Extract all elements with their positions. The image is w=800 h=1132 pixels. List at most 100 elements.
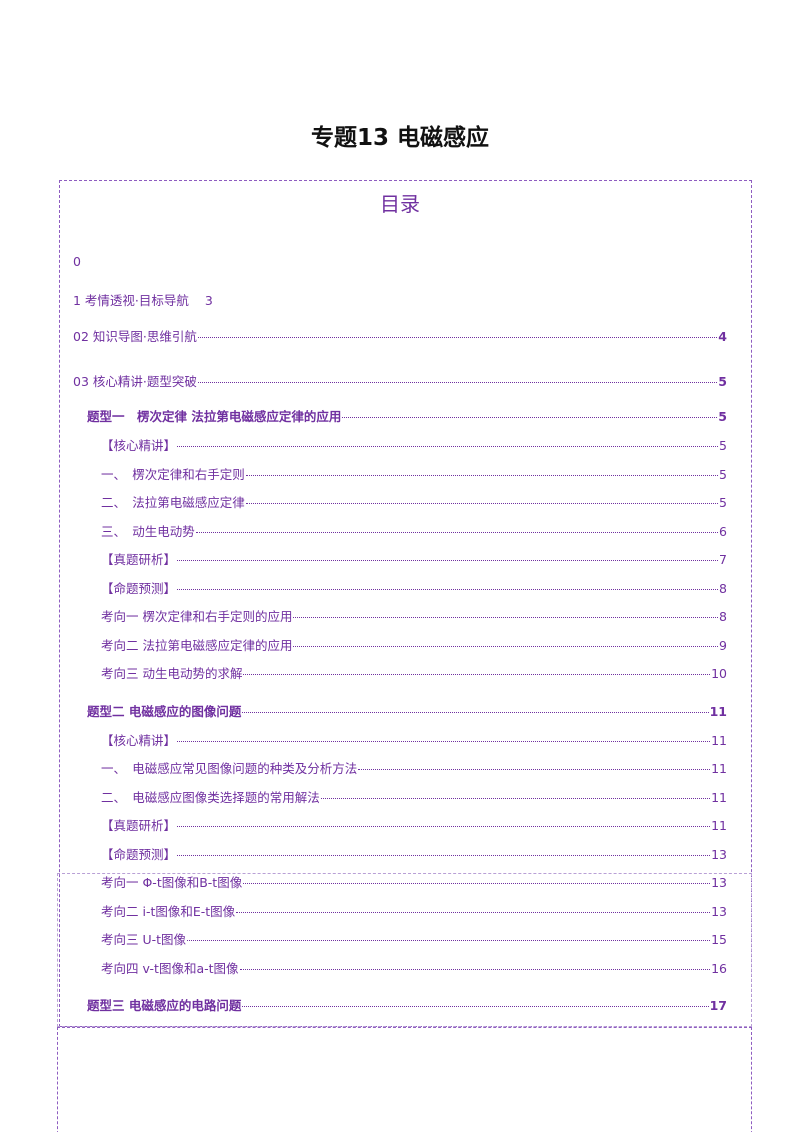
leader <box>245 503 719 504</box>
leader <box>242 1006 709 1007</box>
leader <box>177 446 719 447</box>
toc-entry: 考向一 Φ-t图像和B-t图像 13 <box>101 872 727 890</box>
toc-frame-inner <box>57 873 752 1027</box>
leader <box>320 797 711 799</box>
leader <box>177 560 719 561</box>
page-number: 4 <box>718 329 727 344</box>
entry-text: 考向四 v-t图像和a-t图像 <box>101 960 239 976</box>
page-number: 13 <box>711 875 727 890</box>
page-number: 8 <box>719 609 727 624</box>
page-number: 5 <box>719 438 727 453</box>
page-number: 5 <box>718 374 727 389</box>
toc-entry: 考向三 U-t图像 15 <box>101 929 727 947</box>
entry-text: 二、 法拉第电磁感应定律 <box>101 495 245 510</box>
page-number: 13 <box>711 903 727 919</box>
page-number: 5 <box>719 495 727 510</box>
page-number: 6 <box>719 523 727 539</box>
toc-entry: 题型三 电磁感应的电路问题 17 <box>87 995 727 1013</box>
entry-text: 考向一 楞次定律和右手定则的应用 <box>101 609 293 624</box>
entry-text: 03 核心精讲·题型突破 <box>73 374 197 389</box>
toc-entry: 【命题预测】 8 <box>101 578 727 596</box>
toc-entry: 考向二 法拉第电磁感应定律的应用 9 <box>101 635 727 653</box>
leader <box>197 337 718 338</box>
entry-text: 【核心精讲】 <box>101 732 177 748</box>
toc-entry: 一、 电磁感应常见图像问题的种类及分析方法 11 <box>101 758 727 776</box>
entry-text: 考向三 动生电动势的求解 <box>101 666 243 681</box>
entry-text: 考向一 Φ-t图像和B-t图像 <box>101 875 243 890</box>
next-frame <box>57 1027 752 1132</box>
leader <box>293 645 719 647</box>
toc-entry: 考向一 楞次定律和右手定则的应用 8 <box>101 606 727 624</box>
entry-text: 考向二 法拉第电磁感应定律的应用 <box>101 637 293 653</box>
leader <box>239 968 711 970</box>
page-number: 11 <box>709 703 727 719</box>
page-number: 11 <box>711 818 727 833</box>
entry-text: 考向三 U-t图像 <box>101 932 187 947</box>
page-number: 13 <box>711 846 727 862</box>
toc-entry: 三、 动生电动势 6 <box>101 521 727 539</box>
leader <box>342 417 718 418</box>
toc-entry: 【核心精讲】 11 <box>101 730 727 748</box>
toc-entry: 1 考情透视·目标导航 3 <box>73 290 727 308</box>
entry-text: 【真题研析】 <box>101 818 177 833</box>
entry-text: 一、 电磁感应常见图像问题的种类及分析方法 <box>101 761 358 776</box>
leader <box>197 382 718 383</box>
toc-entry: 【真题研析】 7 <box>101 549 727 567</box>
entry-text: 【真题研析】 <box>101 552 177 567</box>
entry-text: 题型三 电磁感应的电路问题 <box>87 998 242 1013</box>
toc-entry: 0 <box>73 254 81 272</box>
page-number: 9 <box>719 637 727 653</box>
page-number: 15 <box>711 932 727 947</box>
toc-heading: 目录 <box>380 192 420 216</box>
page-number: 11 <box>711 732 727 748</box>
toc-entry: 题型一 楞次定律 法拉第电磁感应定律的应用 5 <box>87 406 727 424</box>
toc-entry: 考向四 v-t图像和a-t图像 16 <box>101 958 727 976</box>
leader <box>243 674 711 675</box>
page-number: 17 <box>709 998 727 1013</box>
entry-text: 二、 电磁感应图像类选择题的常用解法 <box>101 789 320 805</box>
toc-entry: 题型二 电磁感应的图像问题 11 <box>87 701 727 719</box>
entry-text: 【核心精讲】 <box>101 438 177 453</box>
page-number: 11 <box>711 789 727 805</box>
entry-text: 1 考情透视·目标导航 <box>73 293 189 308</box>
toc-entry: 一、 楞次定律和右手定则 5 <box>101 464 727 482</box>
toc-entry: 02 知识导图·思维引航 4 <box>73 326 727 344</box>
leader <box>236 911 711 913</box>
page-number: 8 <box>719 580 727 596</box>
leader <box>177 588 719 590</box>
toc-entry: 03 核心精讲·题型突破 5 <box>73 371 727 389</box>
page-number: 5 <box>719 466 727 482</box>
leader <box>177 826 711 827</box>
page-number: 11 <box>711 761 727 776</box>
leader <box>243 883 711 884</box>
toc-entry: 考向二 i-t图像和E-t图像 13 <box>101 901 727 919</box>
entry-text: 考向二 i-t图像和E-t图像 <box>101 903 236 919</box>
leader <box>177 740 711 742</box>
page-number: 10 <box>711 666 727 681</box>
page-number: 3 <box>204 293 213 308</box>
toc-entry: 【核心精讲】 5 <box>101 435 727 453</box>
doc-title: 专题13 电磁感应 <box>310 125 489 151</box>
toc-entry: 【命题预测】 13 <box>101 844 727 862</box>
toc-entry: 【真题研析】 11 <box>101 815 727 833</box>
entry-text: 0 <box>73 254 81 269</box>
leader <box>293 617 719 618</box>
leader <box>245 474 719 476</box>
leader <box>242 711 709 713</box>
leader <box>187 940 711 941</box>
toc-entry: 二、 法拉第电磁感应定律 5 <box>101 492 727 510</box>
toc-entry: 考向三 动生电动势的求解 10 <box>101 663 727 681</box>
page-number: 7 <box>719 552 727 567</box>
entry-text: 三、 动生电动势 <box>101 523 195 539</box>
entry-text: 【命题预测】 <box>101 846 177 862</box>
entry-text: 02 知识导图·思维引航 <box>73 329 197 344</box>
entry-text: 一、 楞次定律和右手定则 <box>101 466 245 482</box>
toc-entry: 二、 电磁感应图像类选择题的常用解法 11 <box>101 787 727 805</box>
entry-text: 【命题预测】 <box>101 580 177 596</box>
leader <box>177 854 711 856</box>
page-number: 16 <box>711 960 727 976</box>
leader <box>358 769 711 770</box>
page-number: 5 <box>718 409 727 424</box>
entry-text: 题型一 楞次定律 法拉第电磁感应定律的应用 <box>87 409 342 424</box>
